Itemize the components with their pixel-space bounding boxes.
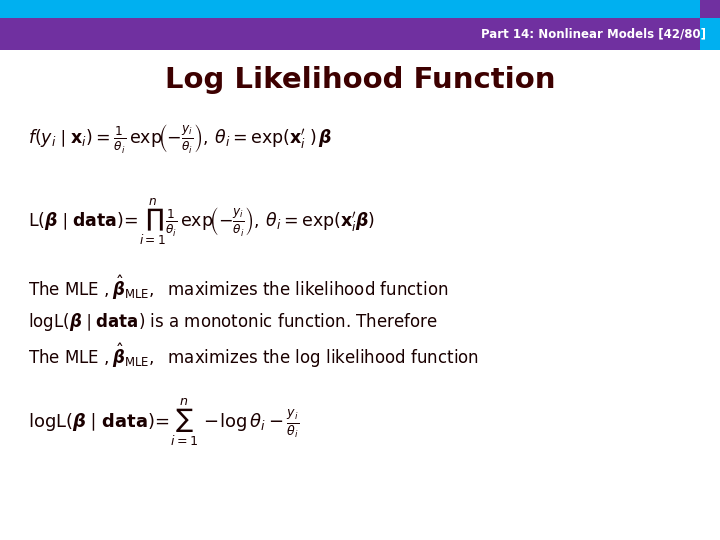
Bar — [0, 0, 720, 18]
Bar — [700, 0, 720, 18]
Text: $f(y_i \mid \mathbf{x}_i) = \frac{1}{\theta_i}\,\mathrm{exp}\!\left(-\frac{y_i}{: $f(y_i \mid \mathbf{x}_i) = \frac{1}{\th… — [28, 124, 332, 157]
Bar — [700, 18, 720, 50]
Text: Part 14: Nonlinear Models [42/80]: Part 14: Nonlinear Models [42/80] — [481, 28, 706, 40]
Text: $\mathrm{logL}(\boldsymbol{\beta}\mid\mathbf{data})$ is a monotonic function. Th: $\mathrm{logL}(\boldsymbol{\beta}\mid\ma… — [28, 311, 438, 333]
Text: Log Likelihood Function: Log Likelihood Function — [165, 66, 555, 94]
Text: The MLE $,\hat{\boldsymbol{\beta}}_{\mathrm{MLE}},$  maximizes the log likelihoo: The MLE $,\hat{\boldsymbol{\beta}}_{\mat… — [28, 342, 479, 370]
Text: $\mathrm{L}(\boldsymbol{\beta}\mid\mathbf{data})\!=\!\prod_{i=1}^{n}\frac{1}{\th: $\mathrm{L}(\boldsymbol{\beta}\mid\mathb… — [28, 197, 375, 247]
Text: $\mathrm{logL}(\boldsymbol{\beta}\mid\mathbf{data})\!=\!\sum_{i=1}^{n}\,-\!\log\: $\mathrm{logL}(\boldsymbol{\beta}\mid\ma… — [28, 396, 300, 448]
Bar — [0, 18, 720, 50]
Text: The MLE $,\hat{\boldsymbol{\beta}}_{\mathrm{MLE}},$  maximizes the likelihood fu: The MLE $,\hat{\boldsymbol{\beta}}_{\mat… — [28, 274, 449, 302]
